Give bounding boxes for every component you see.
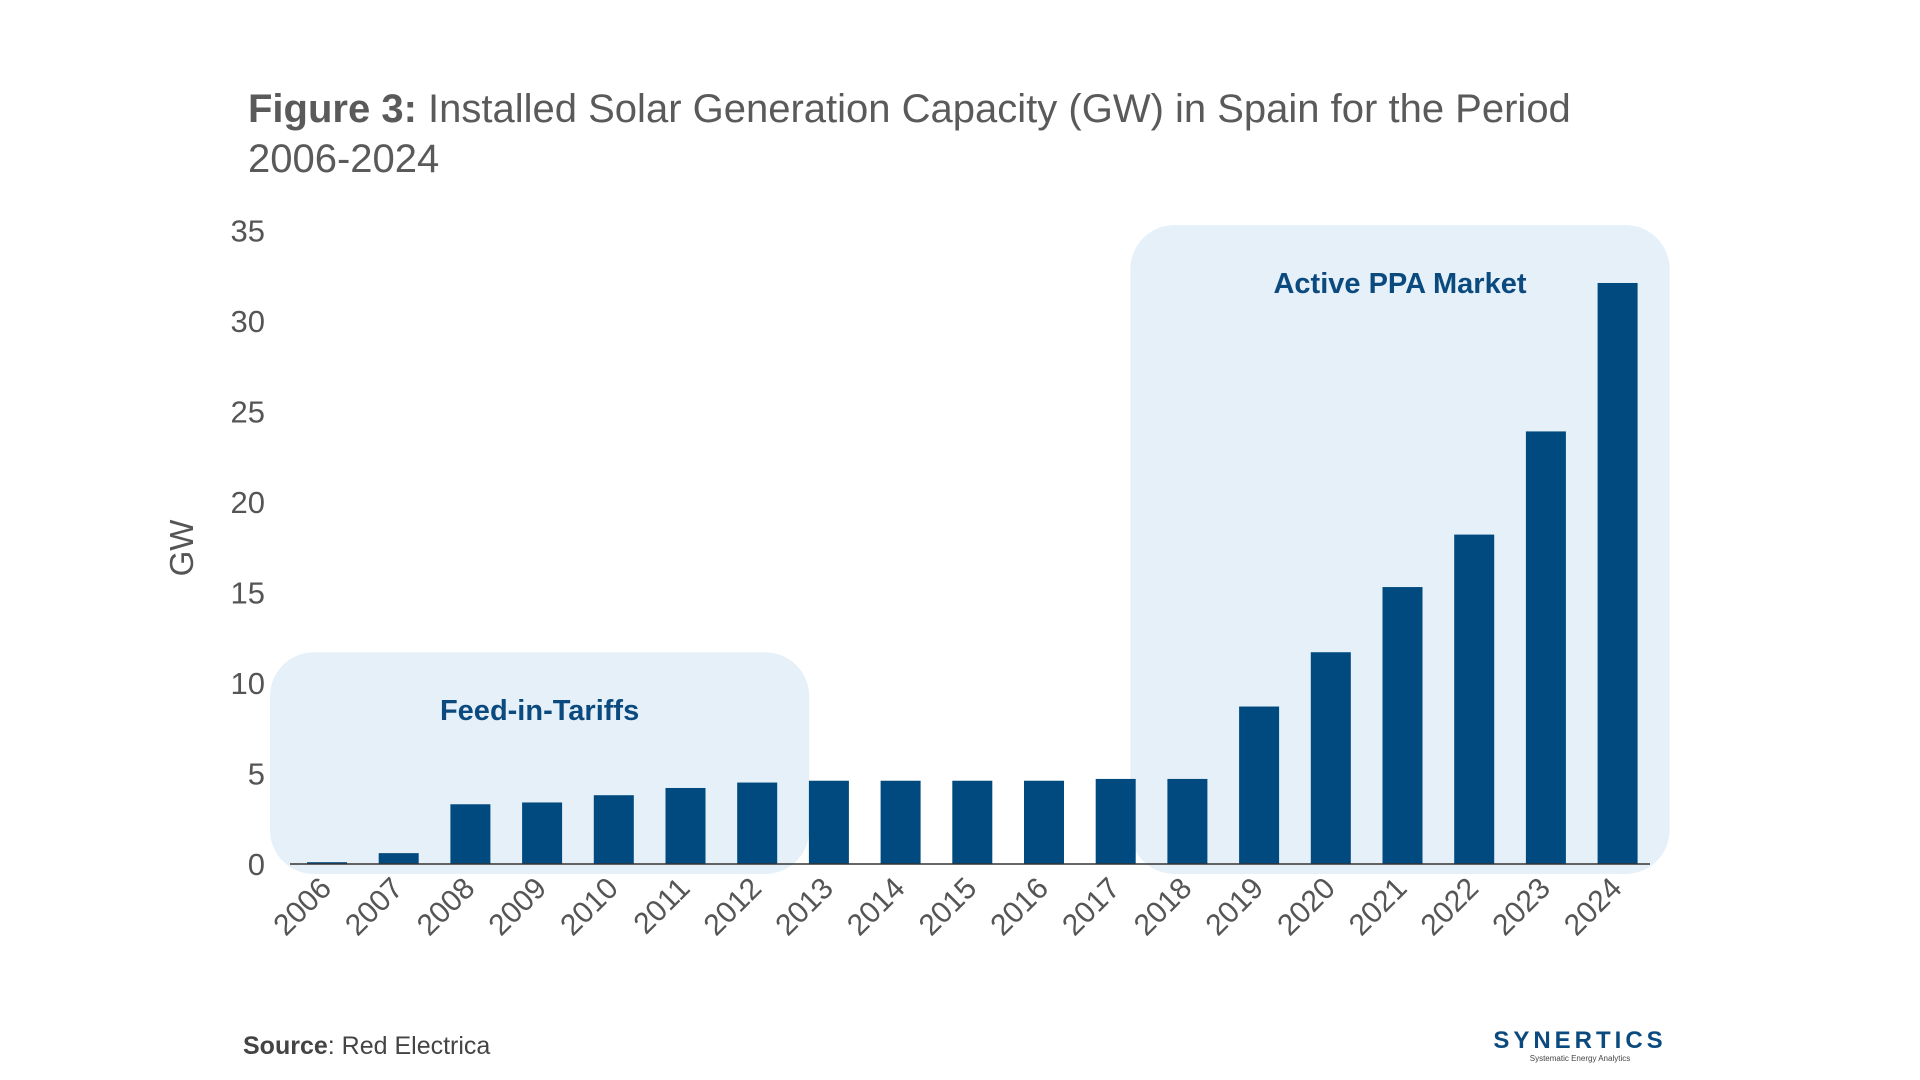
y-axis-title: GW: [163, 519, 200, 577]
bar-2007: [378, 853, 419, 864]
bar-2020: [1310, 652, 1351, 864]
bar-2018: [1167, 778, 1208, 864]
bar-2017: [1095, 778, 1136, 864]
bar-2010: [593, 795, 634, 864]
bar-series: [307, 282, 1638, 864]
bar-2024: [1597, 282, 1638, 864]
bar-2011: [665, 787, 706, 864]
y-tick-label: 30: [231, 304, 265, 339]
bar-2015: [952, 780, 993, 864]
figure-title-text: Installed Solar Generation Capacity (GW)…: [248, 87, 1571, 181]
x-tick-label: 2022: [1415, 872, 1486, 943]
chart-title: Figure 3: Installed Solar Generation Cap…: [248, 84, 1648, 184]
bar-2021: [1382, 587, 1423, 864]
bar-2019: [1239, 706, 1280, 864]
x-tick-label: 2020: [1271, 872, 1342, 943]
x-tick-label: 2015: [913, 872, 984, 943]
x-tick-label: 2017: [1056, 872, 1127, 943]
annotation-label-2: Active PPA Market: [1273, 268, 1526, 300]
bar-2023: [1525, 431, 1566, 864]
bar-2022: [1454, 534, 1495, 864]
y-axis: 0 5 10 15 20 25 30 35: [231, 214, 265, 883]
source-note: Source: Red Electrica: [243, 1032, 490, 1061]
logo-wordmark: SYNERTICS: [1493, 1027, 1667, 1054]
x-axis: 2006 2007 2008 2009 2010 2011 2012 2013 2014 2015…: [267, 863, 1650, 943]
x-tick-label: 2008: [411, 872, 482, 943]
bar-2008: [450, 804, 491, 864]
bar-2014: [880, 780, 921, 864]
x-tick-label: 2007: [339, 872, 410, 943]
bar-2013: [808, 780, 849, 864]
x-tick-label: 2010: [554, 872, 625, 943]
x-tick-label: 2016: [984, 872, 1055, 943]
y-tick-label: 5: [248, 757, 265, 792]
y-tick-label: 20: [231, 485, 265, 520]
x-tick-label: 2013: [769, 872, 840, 943]
x-tick-label: 2023: [1486, 872, 1557, 943]
x-tick-label: 2012: [698, 872, 769, 943]
annotation-label-1: Feed-in-Tariffs: [440, 695, 639, 727]
bar-2016: [1024, 780, 1064, 864]
synertics-logo: SYNERTICS Systematic Energy Analytics: [1490, 1028, 1670, 1064]
x-tick-label: 2006: [267, 872, 338, 943]
x-tick-label: 2009: [483, 872, 554, 943]
y-tick-label: 10: [231, 666, 265, 701]
logo-tagline: Systematic Energy Analytics: [1529, 1054, 1631, 1063]
source-key: Source: [243, 1032, 328, 1060]
y-tick-label: 15: [231, 576, 265, 611]
bar-2012: [737, 782, 778, 864]
source-text: : Red Electrica: [327, 1032, 491, 1060]
bar-2006: [307, 862, 347, 864]
x-tick-label: 2011: [627, 872, 696, 941]
y-tick-label: 35: [231, 214, 265, 249]
x-tick-label: 2024: [1558, 872, 1629, 943]
x-tick-label: 2018: [1128, 872, 1199, 943]
bar-2009: [522, 802, 563, 864]
x-tick-label: 2014: [841, 872, 912, 943]
y-tick-label: 25: [231, 395, 265, 430]
x-tick-label: 2019: [1200, 872, 1271, 943]
x-tick-label: 2021: [1343, 872, 1414, 943]
figure-number: Figure 3:: [248, 87, 417, 131]
y-tick-label: 0: [248, 847, 265, 882]
